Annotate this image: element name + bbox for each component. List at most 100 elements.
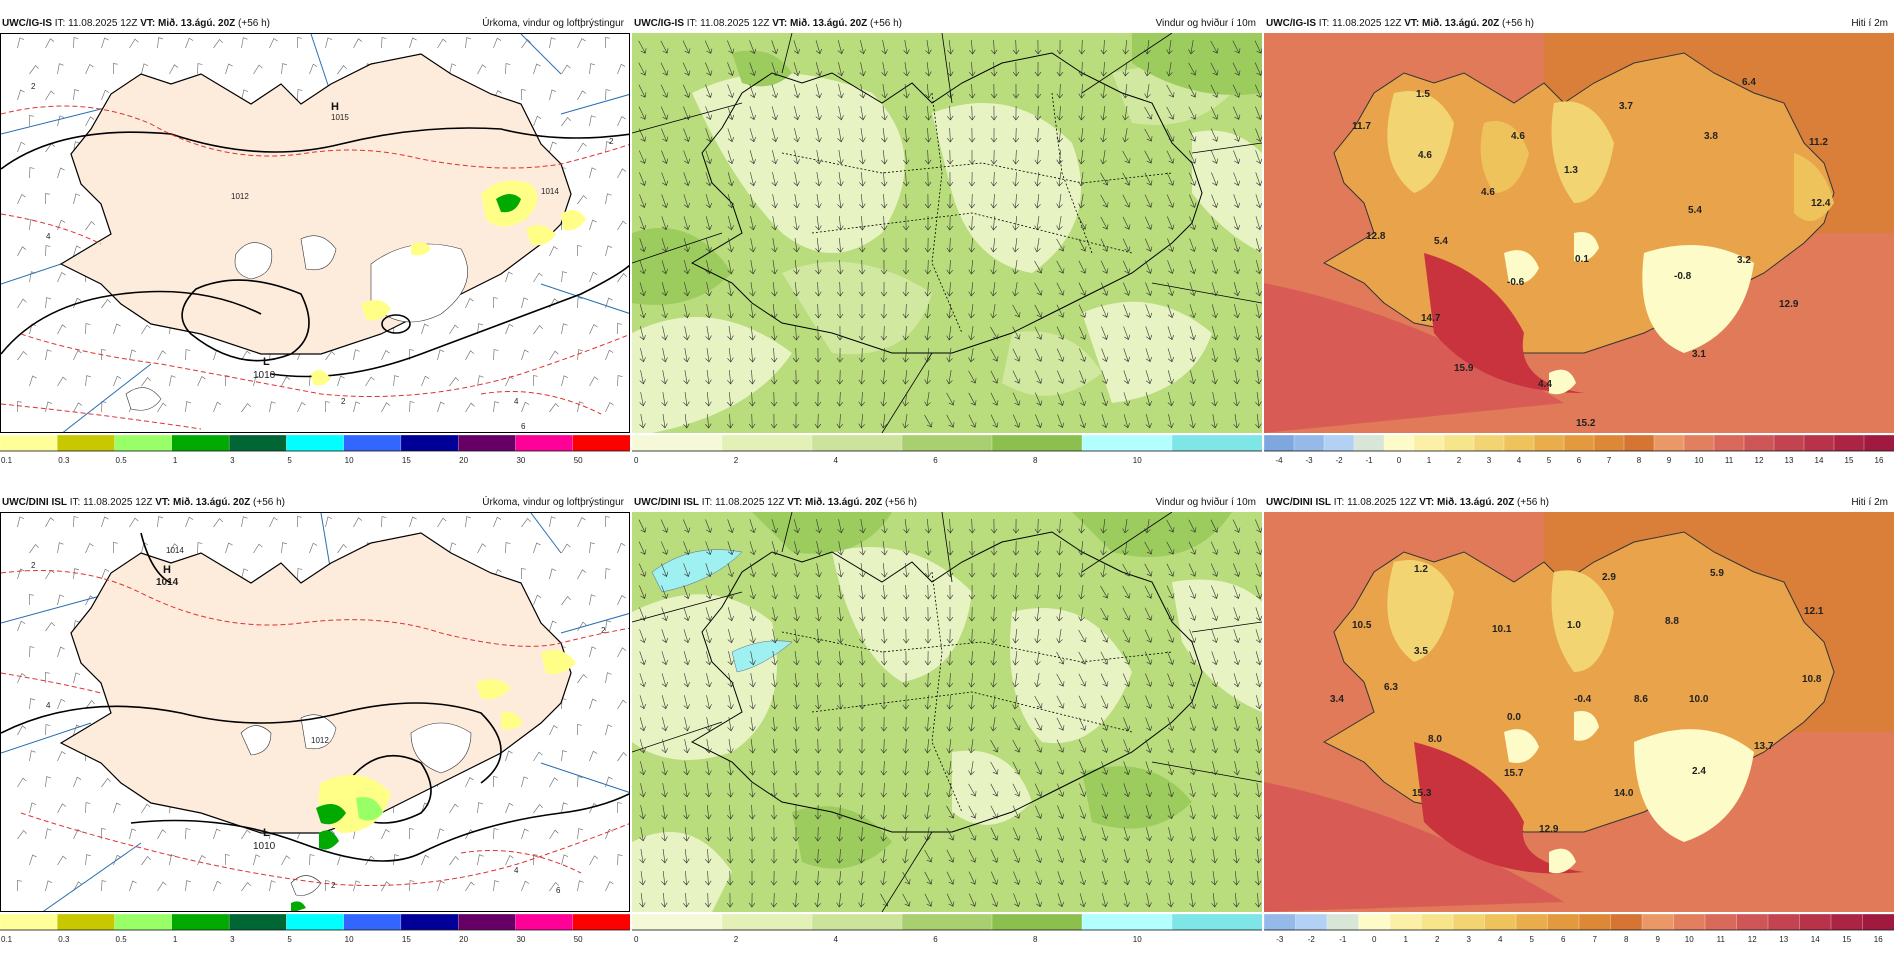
legend-tick-label: 14 xyxy=(1811,935,1820,944)
temp-value: 5.4 xyxy=(1688,205,1702,216)
precip-map[interactable]: H 1015 L 1010 2 4 2 4 6 2 1012 1014 xyxy=(0,33,630,433)
wind-map-svg xyxy=(632,33,1262,433)
temp-map-svg: 1.5 6.4 11.7 3.7 4.6 4.6 3.8 11.2 1.3 4.… xyxy=(1264,33,1894,433)
legend-tick-label: 15 xyxy=(1842,935,1851,944)
temp-map[interactable]: 1.2 2.9 5.9 10.5 10.1 1.0 8.8 12.1 3.5 1… xyxy=(1264,512,1894,912)
low-pressure-value: 1010 xyxy=(253,841,276,852)
legend-swatch xyxy=(114,913,173,931)
legend-tick-label: 1 xyxy=(173,935,178,944)
legend-swatch xyxy=(991,913,1083,931)
valid-time: Mið. 13.ágú. 20Z xyxy=(790,18,868,29)
legend-swatch xyxy=(1547,913,1580,931)
panel-header: UWC/IG-IS IT: 11.08.2025 12Z VT: Mið. 13… xyxy=(0,16,630,32)
precip-map-svg: H 1015 L 1010 2 4 2 4 6 2 1012 1014 xyxy=(1,34,629,432)
temp-value: 1.3 xyxy=(1564,165,1578,176)
legend-swatch xyxy=(1295,913,1328,931)
legend-tick-label: 0.1 xyxy=(1,456,13,465)
panel-title: Vindur og hviður í 10m xyxy=(1155,497,1256,508)
temp-value: -0.6 xyxy=(1507,277,1525,288)
legend-swatch xyxy=(721,434,813,452)
legend-tick-label: -2 xyxy=(1335,456,1343,465)
legend-swatch xyxy=(228,913,288,931)
wind-legend: 0 2 4 6 8 10 xyxy=(632,912,1262,950)
temp-value: 15.2 xyxy=(1576,418,1596,429)
isobar-label: 1012 xyxy=(311,736,329,745)
lead-time: (+56 h) xyxy=(253,497,286,508)
wind-legend: 0 2 4 6 8 10 xyxy=(632,433,1262,471)
legend-swatch xyxy=(114,434,173,452)
init-time: 11.08.2025 12Z xyxy=(1332,18,1402,29)
isotherm-label: 2 xyxy=(331,881,336,890)
temp-value: 12.1 xyxy=(1804,606,1824,617)
legend-tick-label: 3 xyxy=(230,935,235,944)
legend-swatch xyxy=(1515,913,1549,931)
legend-tick-label: 6 xyxy=(933,935,938,944)
panel-header: UWC/DINI ISL IT: 11.08.2025 12Z VT: Mið.… xyxy=(0,495,630,511)
legend-tick-label: -1 xyxy=(1339,935,1347,944)
legend-swatch xyxy=(458,913,517,931)
temp-value: 6.4 xyxy=(1742,77,1756,88)
wind-map[interactable] xyxy=(632,512,1262,912)
wind-arrows xyxy=(638,518,1262,908)
legend-tick-label: -3 xyxy=(1276,935,1284,944)
temp-value: 8.6 xyxy=(1634,694,1648,705)
legend-tick-label: 1 xyxy=(1427,456,1432,465)
temp-value: 14.0 xyxy=(1614,788,1634,799)
temp-value: 2.9 xyxy=(1602,572,1616,583)
init-time: 11.08.2025 12Z xyxy=(1347,497,1417,508)
legend-tick-label: 4 xyxy=(1517,456,1522,465)
legend-swatch xyxy=(1171,434,1262,452)
wind-panel-dini: UWC/DINI ISL IT: 11.08.2025 12Z VT: Mið.… xyxy=(632,495,1262,955)
precip-map[interactable]: H 1014 L 1010 2 4 2 4 6 2 1012 1014 xyxy=(0,512,630,912)
legend-swatch xyxy=(515,434,574,452)
temp-value: 10.8 xyxy=(1802,674,1822,685)
legend-tick-label: -2 xyxy=(1308,935,1316,944)
legend-tick-label: 1 xyxy=(1404,935,1409,944)
legend-swatch xyxy=(1293,434,1325,452)
isotherm-label: 2 xyxy=(31,82,36,91)
legend-tick-label: 15 xyxy=(1845,456,1854,465)
legend-swatch xyxy=(286,434,345,452)
legend-swatch xyxy=(572,913,630,931)
wind-map[interactable] xyxy=(632,33,1262,433)
legend-swatch xyxy=(228,434,288,452)
temp-value-labels: 1.2 2.9 5.9 10.5 10.1 1.0 8.8 12.1 3.5 1… xyxy=(1330,564,1824,835)
legend-swatch xyxy=(1773,434,1805,452)
temp-map[interactable]: 1.5 6.4 11.7 3.7 4.6 4.6 3.8 11.2 1.3 4.… xyxy=(1264,33,1894,433)
legend-swatch xyxy=(1623,434,1655,452)
legend-tick-label: 11 xyxy=(1717,935,1726,944)
legend-tick-label: 50 xyxy=(574,456,583,465)
legend-swatch xyxy=(400,913,459,931)
legend-tick-label: 0 xyxy=(1372,935,1377,944)
isotherm-label: 4 xyxy=(46,232,51,241)
legend-swatch xyxy=(1389,913,1423,931)
low-pressure-value: 1010 xyxy=(253,370,276,381)
legend-swatch xyxy=(1358,913,1391,931)
legend-swatch xyxy=(1673,913,1706,931)
legend-swatch xyxy=(1353,434,1385,452)
temp-value: 11.7 xyxy=(1352,121,1371,132)
legend-tick-label: 1 xyxy=(173,456,178,465)
model-name: UWC/DINI ISL xyxy=(1266,497,1331,508)
temp-value: 13.7 xyxy=(1754,741,1774,752)
legend-swatch xyxy=(171,434,230,452)
legend-tick-label: 13 xyxy=(1779,935,1788,944)
legend-tick-label: 10 xyxy=(345,935,354,944)
legend-tick-label: 6 xyxy=(1577,456,1582,465)
legend-swatch xyxy=(1799,913,1832,931)
legend-tick-label: 15 xyxy=(402,935,411,944)
precip-panel-igis: UWC/IG-IS IT: 11.08.2025 12Z VT: Mið. 13… xyxy=(0,16,630,476)
temp-value: 10.0 xyxy=(1689,694,1709,705)
high-pressure-value: 1015 xyxy=(331,113,349,122)
temp-value: 4.6 xyxy=(1511,131,1525,142)
temp-value: 12.4 xyxy=(1811,198,1831,209)
temp-value: 0.0 xyxy=(1507,712,1521,723)
model-name: UWC/DINI ISL xyxy=(634,497,699,508)
temp-value: 10.1 xyxy=(1492,624,1512,635)
isotherm-label: 2 xyxy=(341,397,346,406)
temp-value: 1.0 xyxy=(1567,620,1581,631)
legend-swatch xyxy=(57,434,116,452)
legend-tick-label: 3 xyxy=(1467,935,1472,944)
panel-title: Vindur og hviður í 10m xyxy=(1155,18,1256,29)
init-time: 11.08.2025 12Z xyxy=(68,18,138,29)
